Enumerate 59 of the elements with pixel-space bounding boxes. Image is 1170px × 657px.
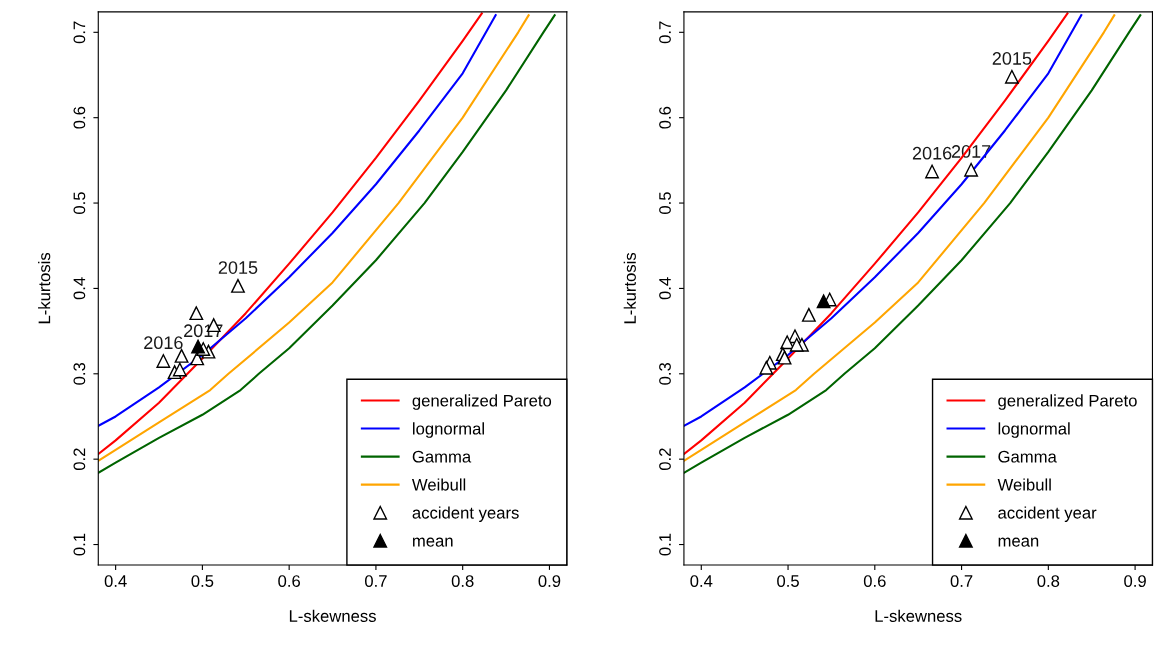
legend-label: mean [413,537,453,547]
legend-label: Gamma [412,450,472,463]
y-tick-label: 0.4 [659,277,671,300]
point [1004,69,1019,84]
legend-label: Weibull [411,478,466,491]
point [191,339,206,354]
legend-label: mean [998,537,1039,547]
point [174,348,189,363]
annotation: 2015 [992,52,1032,65]
y-tick-label: 0.1 [73,533,86,556]
y-tick-label: 0.1 [659,533,671,556]
x-tick-label: 0.4 [104,575,127,587]
point [964,162,979,177]
x-tick-label: 0.7 [950,575,973,587]
x-tick-label: 0.6 [863,575,886,587]
y-tick-label: 0.6 [73,106,86,129]
y-axis-title: L-kurtosis [38,252,51,324]
x-tick-label: 0.6 [278,575,301,587]
point [925,164,940,179]
x-axis-title: L-skewness [289,609,376,622]
y-axis-title: L-kurtosis [623,252,636,324]
annotation: 2015 [218,261,258,274]
point [759,360,774,375]
y-tick-label: 0.5 [659,192,671,214]
point [789,337,804,352]
legend-label: accident year [998,506,1097,522]
legend-label: lognormal [413,422,484,438]
legend-label: lognormal [998,422,1070,438]
legend-label: Weibull [997,478,1051,491]
point [231,278,245,293]
legend-label: accident years [412,506,519,522]
legend-label: generalized Pareto [412,394,552,410]
y-tick-label: 0.2 [659,448,671,471]
x-tick-label: 0.8 [451,575,474,587]
x-tick-label: 0.8 [1037,575,1060,587]
y-tick-label: 0.3 [659,362,671,385]
point [172,362,187,377]
y-tick-label: 0.4 [73,277,86,300]
x-tick-label: 0.4 [690,575,713,587]
y-tick-label: 0.7 [73,21,86,44]
legend-label: Gamma [998,450,1057,463]
point [189,306,204,321]
point [801,307,816,322]
point [156,354,171,368]
x-tick-label: 0.9 [538,575,561,587]
y-tick-label: 0.2 [73,448,86,471]
y-tick-label: 0.7 [659,21,671,44]
x-tick-label: 0.5 [191,575,214,587]
x-tick-label: 0.7 [364,575,387,587]
y-tick-label: 0.3 [73,362,86,385]
x-axis-title: L-skewness [875,609,962,622]
y-tick-label: 0.6 [659,106,671,129]
x-tick-label: 0.5 [777,575,799,587]
y-tick-label: 0.5 [73,192,86,214]
point [816,294,831,309]
x-tick-label: 0.9 [1124,575,1146,587]
legend-label: generalized Pareto [998,394,1137,410]
annotation: 2016 [912,146,952,160]
annotation: 2016 [144,336,183,350]
